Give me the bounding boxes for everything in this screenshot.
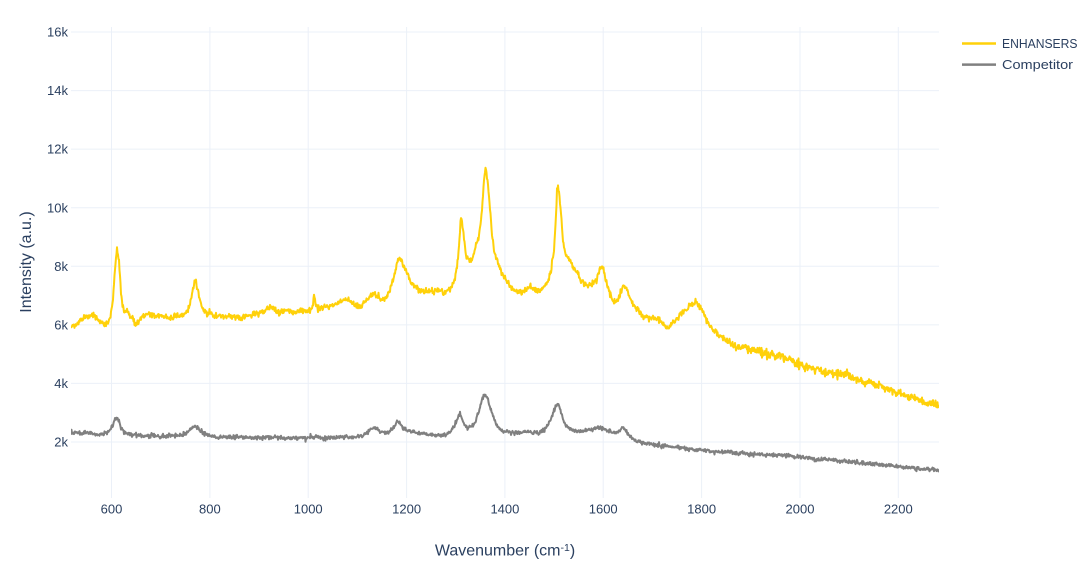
svg-text:1400: 1400 [490, 502, 519, 517]
svg-text:1800: 1800 [687, 502, 716, 517]
svg-text:12k: 12k [47, 142, 68, 157]
svg-text:2000: 2000 [786, 502, 815, 517]
svg-text:Intensity (a.u.): Intensity (a.u.) [18, 211, 35, 312]
svg-text:2k: 2k [54, 435, 68, 450]
svg-text:10k: 10k [47, 200, 68, 215]
svg-text:6k: 6k [54, 318, 68, 333]
svg-text:600: 600 [101, 502, 123, 517]
svg-text:4k: 4k [54, 376, 68, 391]
svg-text:Wavenumber (cm-1): Wavenumber (cm-1) [435, 542, 575, 560]
svg-text:Competitor: Competitor [1002, 57, 1074, 72]
svg-text:1600: 1600 [589, 502, 618, 517]
svg-text:800: 800 [199, 502, 221, 517]
svg-text:16k: 16k [47, 25, 68, 40]
svg-text:14k: 14k [47, 83, 68, 98]
svg-text:8k: 8k [54, 259, 68, 274]
svg-text:1200: 1200 [392, 502, 421, 517]
svg-text:1000: 1000 [294, 502, 323, 517]
svg-text:ENHANSERS: ENHANSERS [1002, 36, 1078, 51]
svg-text:2200: 2200 [884, 502, 913, 517]
